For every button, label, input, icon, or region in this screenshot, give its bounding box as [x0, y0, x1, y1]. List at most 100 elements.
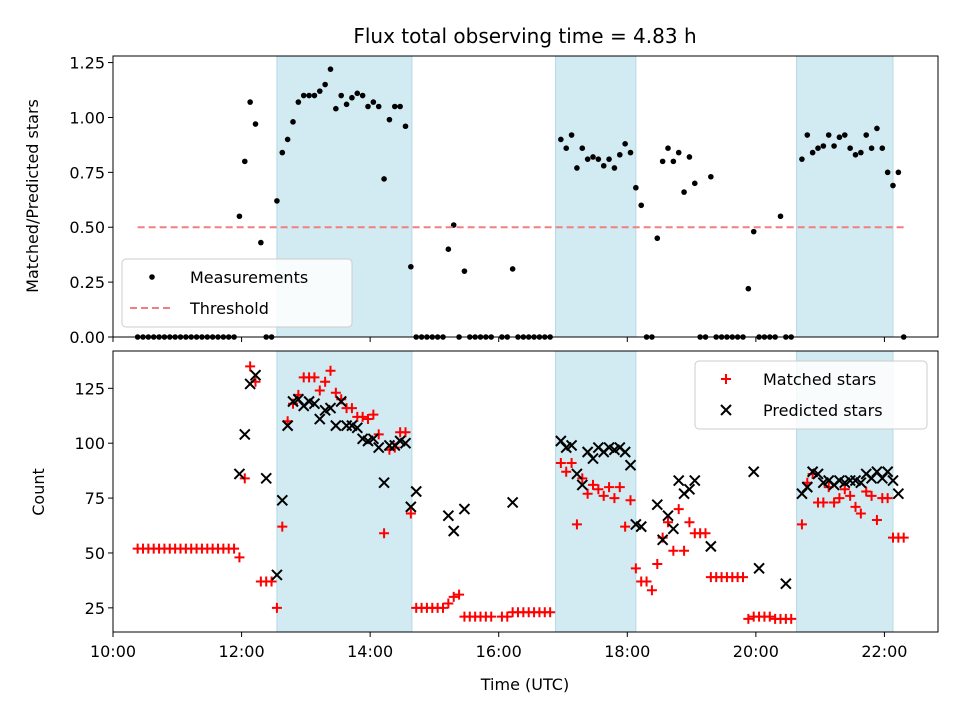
predicted-point: [506, 496, 519, 509]
y-tick-label: 0.50: [69, 218, 105, 237]
matched-point: [850, 501, 861, 512]
matched-point: [646, 585, 657, 596]
predicted-point: [683, 483, 696, 496]
measurement-point: [306, 92, 312, 99]
observing-window-2: [555, 55, 637, 338]
measurement-point: [654, 235, 661, 242]
measurement-point: [804, 132, 811, 138]
predicted-point: [314, 413, 326, 425]
top-panel: 0.00 0.25 0.50 0.75 1.00 1.25 Measurements Thre…: [69, 54, 939, 347]
x-tick-label: 18:00: [604, 642, 650, 661]
matched-point: [277, 521, 288, 532]
legend-marker-measurements: [149, 274, 155, 280]
predicted-point: [249, 369, 262, 381]
matched-point: [700, 528, 711, 539]
measurement-point: [322, 81, 328, 88]
measurement-point: [627, 149, 634, 156]
measurement-point: [375, 103, 382, 110]
legend: Matched stars Predicted stars: [694, 360, 928, 430]
measurement-point: [681, 189, 687, 195]
measurement-point: [675, 149, 682, 156]
predicted-point: [308, 397, 321, 410]
measurement-point: [799, 156, 805, 162]
predicted-point: [405, 501, 417, 513]
matched-point: [566, 457, 577, 468]
plot-frame: [112, 55, 939, 338]
matched-point: [346, 403, 357, 414]
measurement-point: [836, 134, 843, 141]
measurement-point: [820, 143, 827, 149]
predicted-point: [378, 477, 390, 489]
measurement-point: [611, 165, 618, 171]
matched-point: [502, 611, 513, 622]
measurement-point: [777, 213, 784, 220]
observing-window-3: [796, 55, 894, 338]
predicted-point: [410, 485, 422, 498]
measurement-point: [279, 149, 286, 156]
matched-point: [614, 482, 625, 493]
measurement-point: [633, 184, 639, 191]
matched-point: [379, 528, 390, 539]
measurement-point: [665, 145, 671, 152]
measurement-point: [606, 156, 612, 162]
matched-point: [438, 602, 448, 613]
observing-window-1: [276, 350, 413, 633]
matched-point: [314, 385, 325, 396]
predicted-point: [892, 487, 905, 500]
predicted-point: [855, 477, 867, 489]
matched-point: [679, 545, 690, 556]
predicted-point: [780, 577, 792, 590]
measurement-point: [616, 151, 623, 158]
measurement-point: [574, 165, 580, 171]
matched-point: [266, 576, 277, 587]
predicted-point: [662, 509, 674, 522]
legend-box: [694, 360, 928, 430]
predicted-point: [801, 481, 813, 493]
matched-point: [245, 361, 256, 372]
matched-point: [834, 493, 845, 504]
matched-point: [818, 497, 829, 508]
measurement-point: [349, 94, 355, 101]
legend-box: [121, 258, 353, 328]
matched-point: [234, 552, 245, 563]
y-tick-label: 0.75: [69, 163, 105, 182]
matched-point: [625, 495, 636, 506]
matched-point: [839, 484, 850, 495]
predicted-point: [748, 466, 760, 478]
measurement-point: [890, 182, 896, 189]
predicted-point: [651, 498, 663, 511]
predicted-point: [458, 503, 471, 515]
predicted-point: [330, 419, 342, 432]
measurement-point: [445, 246, 452, 252]
measurement-point: [338, 92, 345, 99]
matched-point: [620, 521, 631, 532]
matched-point: [229, 543, 240, 554]
matched-point: [871, 515, 882, 526]
matched-point: [320, 376, 331, 387]
measurement-point: [365, 103, 371, 110]
measurement-point: [236, 213, 243, 220]
predicted-point: [753, 562, 765, 575]
matched-point: [898, 532, 909, 543]
chart-title: Flux total observing time = 4.83 h: [353, 24, 696, 48]
measurement-point: [241, 158, 248, 165]
measurement-point: [397, 103, 403, 110]
measurement-point: [691, 180, 698, 187]
x-axis-title: Time (UTC): [480, 675, 569, 694]
measurement-point: [895, 169, 902, 176]
matched-point: [738, 572, 748, 583]
measurement-point: [295, 99, 302, 105]
matched-point: [309, 372, 320, 383]
matched-point: [743, 613, 754, 624]
y-tick-label: 100: [74, 434, 105, 453]
measurement-point: [815, 145, 821, 152]
y-tick-label: 50: [85, 544, 105, 563]
measurement-point: [558, 136, 564, 143]
predicted-point: [233, 468, 246, 480]
predicted-point: [624, 459, 637, 471]
matched-point: [630, 563, 641, 574]
matched-point: [684, 517, 695, 528]
measurement-point: [686, 154, 693, 160]
measurement-point: [300, 92, 307, 99]
x-tick-label: 10:00: [90, 642, 136, 661]
